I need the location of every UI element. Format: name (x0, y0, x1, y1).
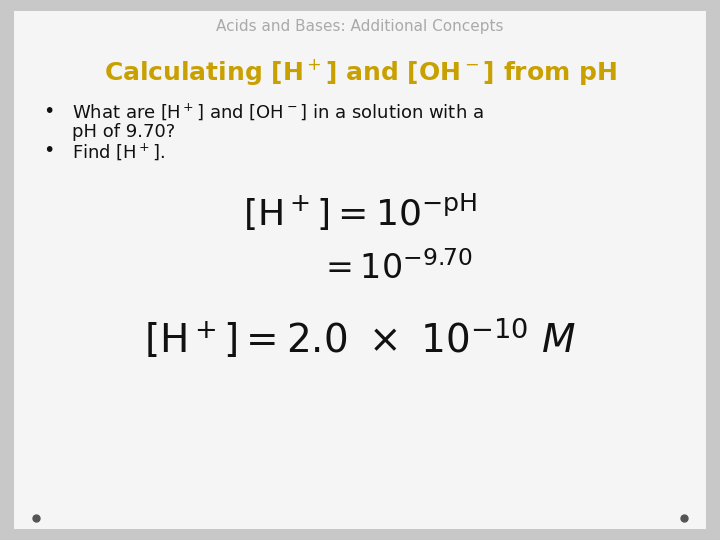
Text: $[\mathrm{H}^+] = 10^{-\mathrm{pH}}$: $[\mathrm{H}^+] = 10^{-\mathrm{pH}}$ (243, 192, 477, 233)
Text: Acids and Bases: Additional Concepts: Acids and Bases: Additional Concepts (216, 19, 504, 34)
Text: •: • (43, 102, 55, 120)
Text: Calculating [H$^+$] and [OH$^-$] from pH: Calculating [H$^+$] and [OH$^-$] from pH (104, 57, 616, 87)
Text: pH of 9.70?: pH of 9.70? (72, 123, 175, 140)
Text: $[\mathrm{H}^+] = 2.0\ \times\ 10^{-10}\ \mathit{M}$: $[\mathrm{H}^+] = 2.0\ \times\ 10^{-10}\… (144, 316, 576, 361)
Text: What are [H$^+$] and [OH$^-$] in a solution with a: What are [H$^+$] and [OH$^-$] in a solut… (72, 102, 484, 123)
Text: $= 10^{-9.70}$: $= 10^{-9.70}$ (319, 251, 473, 286)
Text: •: • (43, 141, 55, 160)
FancyBboxPatch shape (14, 11, 706, 529)
Text: Find [H$^+$].: Find [H$^+$]. (72, 141, 165, 163)
